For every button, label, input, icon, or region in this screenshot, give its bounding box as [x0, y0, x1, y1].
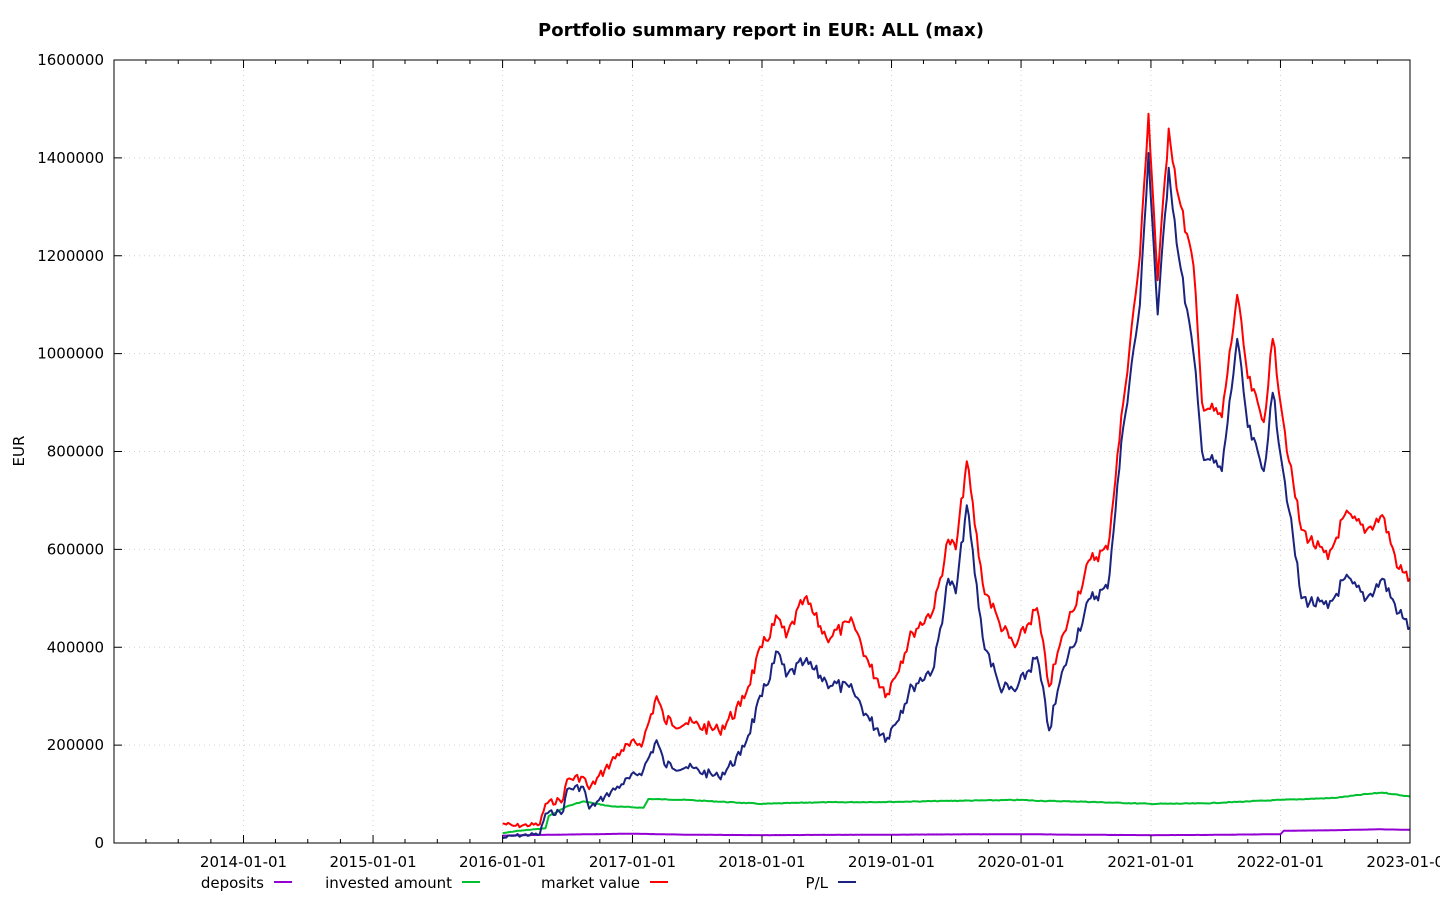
series-lines: [502, 112, 1411, 840]
axis-ticks: 0 200000 400000 600000 800000 1000000 1200000 1…: [37, 51, 1440, 871]
x-tick-label: 2015-01-01: [329, 853, 416, 871]
y-tick-label: 600000: [47, 540, 104, 558]
x-tick-label: 2020-01-01: [977, 853, 1064, 871]
y-tick-label: 1600000: [37, 51, 104, 69]
x-tick-label: 2018-01-01: [718, 853, 805, 871]
y-tick-label: 0: [94, 834, 104, 852]
legend-label: deposits: [201, 874, 264, 892]
series-line-2: [502, 112, 1411, 829]
x-tick-label: 2021-01-01: [1107, 853, 1194, 871]
x-tick-label: 2014-01-01: [200, 853, 287, 871]
series-line-3: [502, 152, 1411, 840]
grid: [114, 60, 1410, 843]
legend-label: invested amount: [325, 874, 452, 892]
y-tick-label: 200000: [47, 736, 104, 754]
y-tick-label: 800000: [47, 443, 104, 461]
series-line-1: [502, 791, 1411, 835]
legend-label: market value: [541, 874, 640, 892]
x-tick-label: 2019-01-01: [848, 853, 935, 871]
y-tick-label: 1400000: [37, 149, 104, 167]
y-tick-label: 1000000: [37, 345, 104, 363]
y-tick-label: 400000: [47, 638, 104, 656]
series-line-0: [502, 828, 1410, 837]
x-tick-label: 2023-01-01: [1366, 853, 1440, 871]
legend-label: P/L: [806, 874, 829, 892]
y-axis-label: EUR: [10, 436, 28, 467]
chart-title: Portfolio summary report in EUR: ALL (ma…: [538, 20, 984, 41]
y-tick-label: 1200000: [37, 247, 104, 265]
legend: deposits invested amount market value P/L: [201, 874, 856, 892]
x-tick-label: 2016-01-01: [459, 853, 546, 871]
x-tick-label: 2022-01-01: [1237, 853, 1324, 871]
x-tick-label: 2017-01-01: [589, 853, 676, 871]
